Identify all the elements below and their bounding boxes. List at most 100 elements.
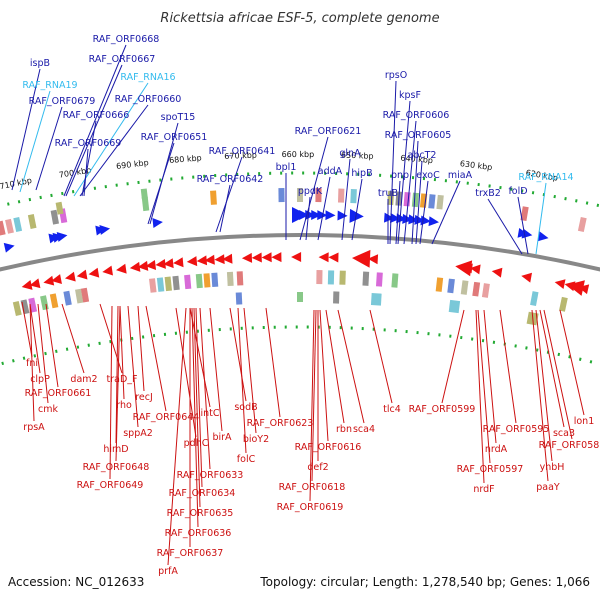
reverse-gene-arrow bbox=[491, 267, 503, 278]
reverse-gene-label: pdhC bbox=[184, 438, 209, 449]
leader-line bbox=[11, 68, 41, 191]
leader-line bbox=[147, 142, 175, 225]
scale-tick-label: 650 kbp bbox=[341, 151, 374, 161]
leader-line bbox=[411, 140, 419, 245]
forward-gene-label: RAF_ORF0621 bbox=[295, 126, 362, 137]
leader-line bbox=[243, 307, 257, 434]
reverse-gene-label: RAF_ORF0599 bbox=[409, 404, 476, 415]
feature-tracks bbox=[0, 188, 590, 326]
forward-gene-arrow bbox=[383, 212, 395, 223]
reverse-gene-arrow bbox=[186, 256, 198, 267]
reverse-gene-arrow bbox=[173, 257, 184, 268]
reverse-gene-label: RAF_ORF0635 bbox=[167, 508, 234, 519]
forward-gene-arrow bbox=[337, 210, 348, 221]
leader-line bbox=[195, 307, 203, 488]
forward-gene-label: RAF_ORF0651 bbox=[141, 132, 208, 143]
leader-line bbox=[45, 303, 59, 388]
reverse-gene-arrow bbox=[88, 267, 100, 278]
reverse-gene-arrow bbox=[21, 280, 33, 290]
reverse-gene-arrow bbox=[521, 272, 532, 283]
label-leader-lines bbox=[11, 44, 585, 566]
leader-line bbox=[61, 303, 85, 374]
forward-feature-block bbox=[50, 209, 60, 225]
leader-line bbox=[115, 305, 119, 444]
reverse-gene-label: RAF_ORF0637 bbox=[157, 548, 224, 559]
reverse-gene-label: RAF_ORF0595 bbox=[483, 424, 550, 435]
reverse-gene-arrow bbox=[352, 249, 371, 268]
reverse-gene-arrow bbox=[29, 278, 41, 289]
leader-line bbox=[115, 305, 121, 462]
forward-gene-label: RAF_ORF0679 bbox=[29, 96, 96, 107]
leader-line bbox=[475, 309, 485, 484]
scale-tick-label: 630 kbp bbox=[459, 159, 492, 172]
leader-line bbox=[167, 307, 187, 566]
leader-line bbox=[317, 176, 331, 241]
reverse-feature-block bbox=[63, 290, 72, 306]
leader-line bbox=[517, 196, 529, 255]
reverse-gene-label: folC bbox=[237, 454, 256, 465]
reverse-gene-label: RAF_ORF0587 bbox=[539, 440, 600, 451]
reverse-gene-label: RAF_ORF0634 bbox=[169, 488, 236, 499]
reverse-feature-block bbox=[316, 270, 323, 285]
leader-line bbox=[29, 303, 41, 374]
reverse-feature-block bbox=[472, 281, 481, 297]
leader-line bbox=[319, 309, 329, 442]
reverse-gene-arrow bbox=[155, 258, 166, 269]
scale-tick-label: 670 kbp bbox=[224, 151, 257, 161]
reverse-gene-arrow bbox=[318, 252, 329, 263]
reverse-feature-block bbox=[236, 271, 244, 286]
reverse-feature-block bbox=[80, 287, 90, 303]
leader-line bbox=[137, 305, 145, 392]
reverse-gene-label: rpsA bbox=[23, 422, 45, 433]
reverse-gene-arrow bbox=[137, 260, 149, 271]
reverse-gene-arrow bbox=[554, 279, 566, 289]
reverse-feature-block bbox=[375, 272, 383, 287]
inner-tick-ring bbox=[1, 325, 599, 366]
forward-gene-arrow bbox=[390, 213, 401, 224]
leader-line bbox=[341, 158, 351, 241]
scale-tick-label: 690 kbp bbox=[116, 158, 149, 171]
reverse-gene-arrow bbox=[196, 255, 208, 266]
leader-line bbox=[415, 160, 423, 245]
reverse-gene-label: bioY2 bbox=[243, 434, 269, 445]
scale-tick-label: 660 kbp bbox=[282, 150, 315, 159]
forward-gene-label: RAF_ORF0605 bbox=[385, 130, 452, 141]
forward-gene-label: ppdK bbox=[298, 186, 323, 197]
reverse-gene-label: RAF_ORF0648 bbox=[83, 462, 150, 473]
leader-line bbox=[63, 44, 127, 197]
leader-line bbox=[483, 309, 497, 444]
forward-gene-arrow bbox=[311, 210, 322, 221]
reverse-gene-label: rbn bbox=[336, 424, 352, 435]
leader-line bbox=[559, 309, 585, 416]
forward-feature-block bbox=[436, 194, 444, 210]
leader-line bbox=[215, 156, 243, 233]
reverse-feature-block bbox=[327, 270, 335, 285]
reverse-feature-block bbox=[12, 301, 22, 316]
leader-line bbox=[193, 307, 201, 508]
reverse-feature-block bbox=[559, 296, 568, 312]
reverse-gene-arrow bbox=[76, 269, 88, 280]
forward-feature-block bbox=[337, 188, 345, 203]
reverse-gene-arrow bbox=[51, 274, 62, 284]
reverse-feature-block bbox=[75, 288, 84, 304]
forward-gene-arrow bbox=[292, 207, 308, 223]
leader-line bbox=[109, 305, 113, 480]
leader-line bbox=[305, 196, 311, 241]
reverse-feature-block bbox=[49, 293, 59, 309]
reverse-gene-label: dam2 bbox=[70, 374, 97, 385]
reverse-gene-arrow bbox=[214, 254, 225, 265]
forward-gene-label: RAF_ORF0641 bbox=[209, 146, 276, 157]
leader-line bbox=[199, 307, 211, 470]
forward-gene-label: RAF_ORF0668 bbox=[93, 34, 160, 45]
leader-line bbox=[441, 309, 465, 404]
reverse-gene-label: nrdA bbox=[485, 444, 508, 455]
forward-gene-label: bpl1 bbox=[276, 162, 297, 173]
accession-text: Accession: NC_012633 bbox=[8, 575, 144, 589]
reverse-gene-label: RAF_ORF0623 bbox=[247, 418, 314, 429]
leader-line bbox=[209, 307, 223, 432]
reverse-feature-block bbox=[448, 299, 461, 314]
forward-gene-arrow bbox=[396, 213, 407, 224]
leader-line bbox=[351, 178, 363, 241]
leader-line bbox=[265, 307, 281, 418]
